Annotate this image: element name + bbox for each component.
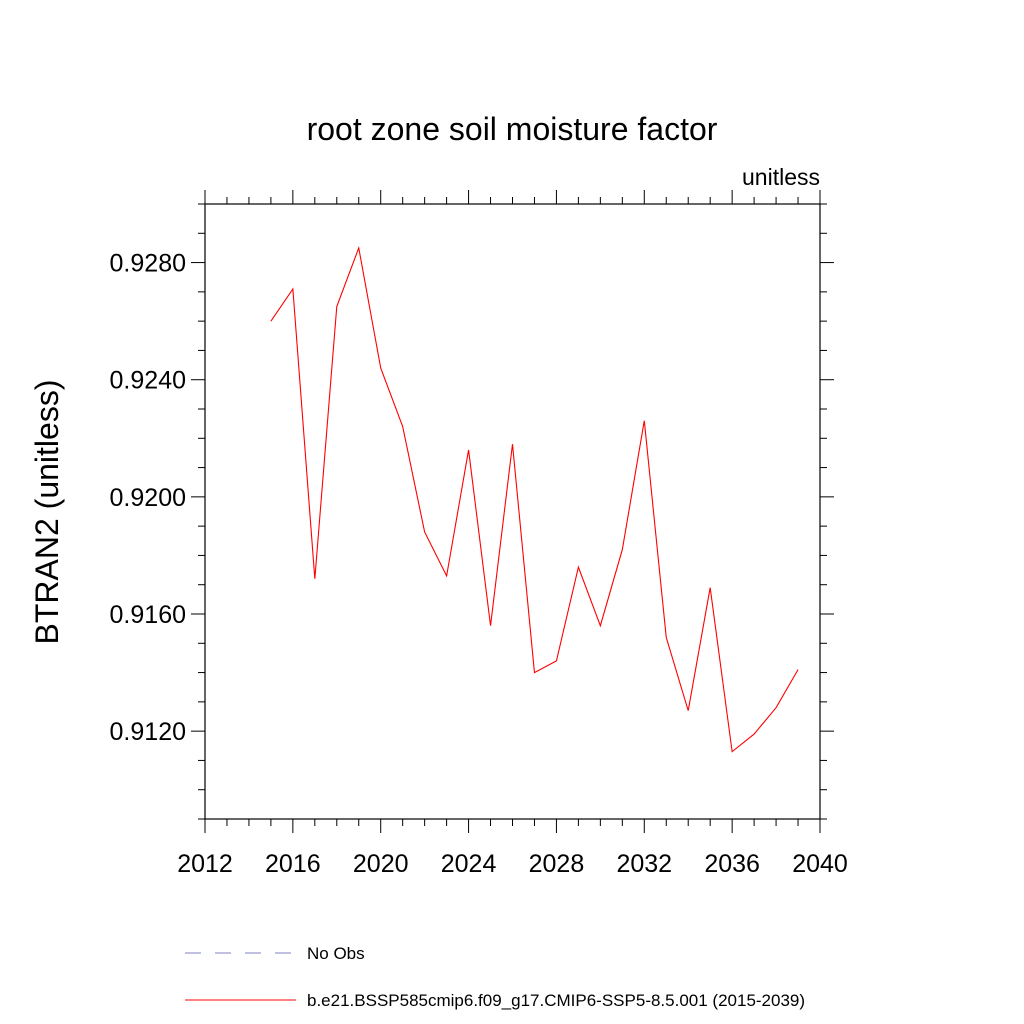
x-tick-label: 2036 [704, 850, 760, 878]
series-group [270, 245, 799, 753]
y-axis-label: BTRAN2 (unitless) [29, 380, 65, 645]
x-tick-label: 2032 [616, 850, 672, 878]
series-line-1 [270, 245, 799, 753]
y-tick-label: 0.9160 [110, 601, 186, 629]
y-tick-label: 0.9240 [110, 367, 186, 395]
units-label: unitless [742, 164, 820, 190]
x-tick-label: 2020 [353, 850, 409, 878]
x-tick-label: 2012 [177, 850, 233, 878]
x-tick-label: 2040 [792, 850, 848, 878]
tick-labels: 2012 2016 2020 2024 2028 2032 2036 2040 0.9120 0.… [110, 250, 848, 878]
y-tick-label: 0.9200 [110, 484, 186, 512]
y-tick-label: 0.9280 [110, 250, 186, 278]
x-tick-label: 2028 [529, 850, 585, 878]
y-tick-label: 0.9120 [110, 718, 186, 746]
legend-label-no-obs: No Obs [307, 944, 365, 963]
x-tick-label: 2024 [441, 850, 497, 878]
plot-frame [204, 203, 821, 820]
x-tick-label: 2016 [265, 850, 321, 878]
axis-ticks [191, 190, 834, 833]
legend: No Obs b.e21.BSSP585cmip6.f09_g17.CMIP6-… [185, 944, 805, 1010]
legend-label-model: b.e21.BSSP585cmip6.f09_g17.CMIP6-SSP5-8.… [307, 991, 805, 1010]
chart-title: root zone soil moisture factor [307, 111, 718, 147]
